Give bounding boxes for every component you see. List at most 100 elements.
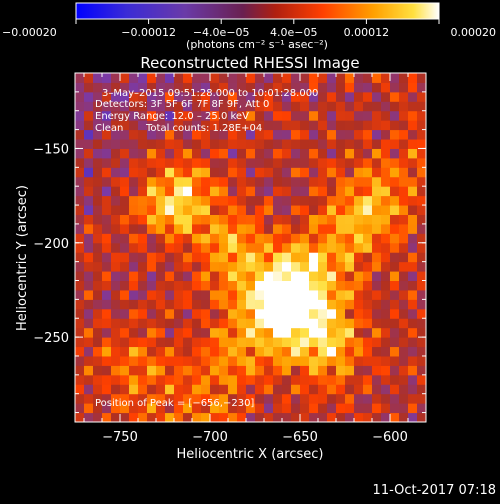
heatmap-cell — [255, 280, 265, 291]
heatmap-cell — [228, 337, 238, 348]
heatmap-cell — [156, 299, 166, 310]
heatmap-cell — [390, 289, 400, 300]
heatmap-cell — [390, 242, 400, 253]
heatmap-cell — [300, 205, 310, 215]
heatmap-cell — [111, 214, 121, 225]
heatmap-cell — [129, 374, 139, 385]
heatmap-cell — [75, 374, 85, 385]
heatmap-cell — [237, 412, 247, 422]
heatmap-cell — [237, 308, 247, 319]
heatmap-cell — [264, 271, 274, 282]
heatmap-cell — [75, 261, 85, 272]
heatmap-cell — [156, 82, 166, 93]
heatmap-cell — [390, 337, 400, 348]
heatmap-cell — [201, 374, 211, 385]
heatmap-cell — [75, 412, 85, 422]
heatmap-cell — [417, 110, 426, 121]
heatmap-cell — [156, 129, 166, 140]
heatmap-cell — [417, 355, 426, 366]
heatmap-cell — [201, 233, 211, 244]
heatmap-cell — [291, 186, 301, 197]
heatmap-cell — [363, 403, 373, 414]
heatmap-cell — [309, 82, 319, 93]
heatmap-cell — [165, 233, 175, 244]
heatmap-cell — [264, 139, 274, 149]
heatmap-cell — [273, 157, 283, 168]
heatmap-cell — [282, 110, 292, 121]
heatmap-cell — [93, 412, 103, 422]
heatmap-cell — [327, 393, 337, 404]
heatmap-cell — [147, 195, 157, 206]
heatmap-cell — [165, 214, 175, 225]
heatmap-cell — [417, 214, 426, 225]
heatmap-cell — [309, 205, 319, 215]
heatmap-cell — [174, 101, 184, 112]
heatmap-cell — [192, 120, 202, 131]
heatmap-cell — [111, 129, 121, 140]
heatmap-cell — [255, 384, 265, 395]
heatmap-cell — [372, 412, 382, 422]
heatmap-cell — [381, 101, 391, 112]
heatmap-cell — [120, 73, 130, 83]
heatmap-cell — [246, 101, 256, 112]
heatmap-cell — [273, 120, 283, 131]
heatmap-cell — [192, 412, 202, 422]
heatmap-cell — [75, 308, 85, 319]
heatmap-cell — [246, 252, 256, 263]
y-tick-label: −200 — [33, 237, 69, 252]
heatmap-cell — [75, 176, 85, 187]
heatmap-cell — [219, 82, 229, 93]
x-tick-label: −650 — [282, 430, 318, 445]
heatmap-cell — [102, 308, 112, 319]
heatmap-cell — [147, 318, 157, 329]
heatmap-cell — [129, 299, 139, 310]
heatmap-cell — [84, 214, 94, 225]
heatmap-cell — [336, 120, 346, 131]
heatmap-cell — [237, 186, 247, 197]
heatmap-cell — [381, 167, 391, 178]
heatmap-cell — [93, 280, 103, 291]
heatmap-cell — [408, 167, 418, 178]
heatmap-cell — [138, 148, 148, 159]
heatmap-cell — [201, 261, 211, 272]
heatmap-cell — [93, 346, 103, 357]
heatmap-cell — [147, 327, 157, 338]
heatmap-cell — [282, 308, 292, 319]
heatmap-cell — [75, 327, 85, 338]
heatmap-cell — [309, 346, 319, 357]
heatmap-cell — [399, 412, 409, 422]
heatmap-cell — [201, 195, 211, 206]
heatmap-cell — [111, 261, 121, 272]
heatmap-cell — [156, 261, 166, 272]
heatmap-cell — [255, 195, 265, 206]
heatmap-cell — [336, 139, 346, 149]
heatmap-cell — [147, 120, 157, 131]
heatmap-cell — [174, 148, 184, 159]
heatmap-cell — [183, 337, 193, 348]
heatmap-cell — [363, 337, 373, 348]
heatmap-cell — [273, 374, 283, 385]
heatmap-cell — [156, 346, 166, 357]
heatmap-cell — [291, 403, 301, 414]
heatmap-cell — [381, 308, 391, 319]
heatmap-cell — [282, 374, 292, 385]
heatmap-cell — [237, 101, 247, 112]
heatmap-cell — [381, 148, 391, 159]
heatmap-cell — [93, 299, 103, 310]
heatmap-cell — [345, 214, 355, 225]
heatmap-cell — [327, 73, 337, 83]
heatmap-cell — [255, 252, 265, 263]
heatmap-cell — [255, 412, 265, 422]
heatmap-cell — [192, 242, 202, 253]
heatmap-cell — [84, 101, 94, 112]
heatmap-cell — [408, 289, 418, 300]
heatmap-cell — [147, 308, 157, 319]
heatmap-cell — [408, 233, 418, 244]
heatmap-cell — [291, 223, 301, 234]
heatmap-cell — [363, 110, 373, 121]
heatmap-cell — [237, 365, 247, 376]
heatmap-cell — [309, 186, 319, 197]
heatmap-cell — [390, 205, 400, 215]
heatmap-cell — [120, 110, 130, 121]
heatmap-cell — [300, 374, 310, 385]
